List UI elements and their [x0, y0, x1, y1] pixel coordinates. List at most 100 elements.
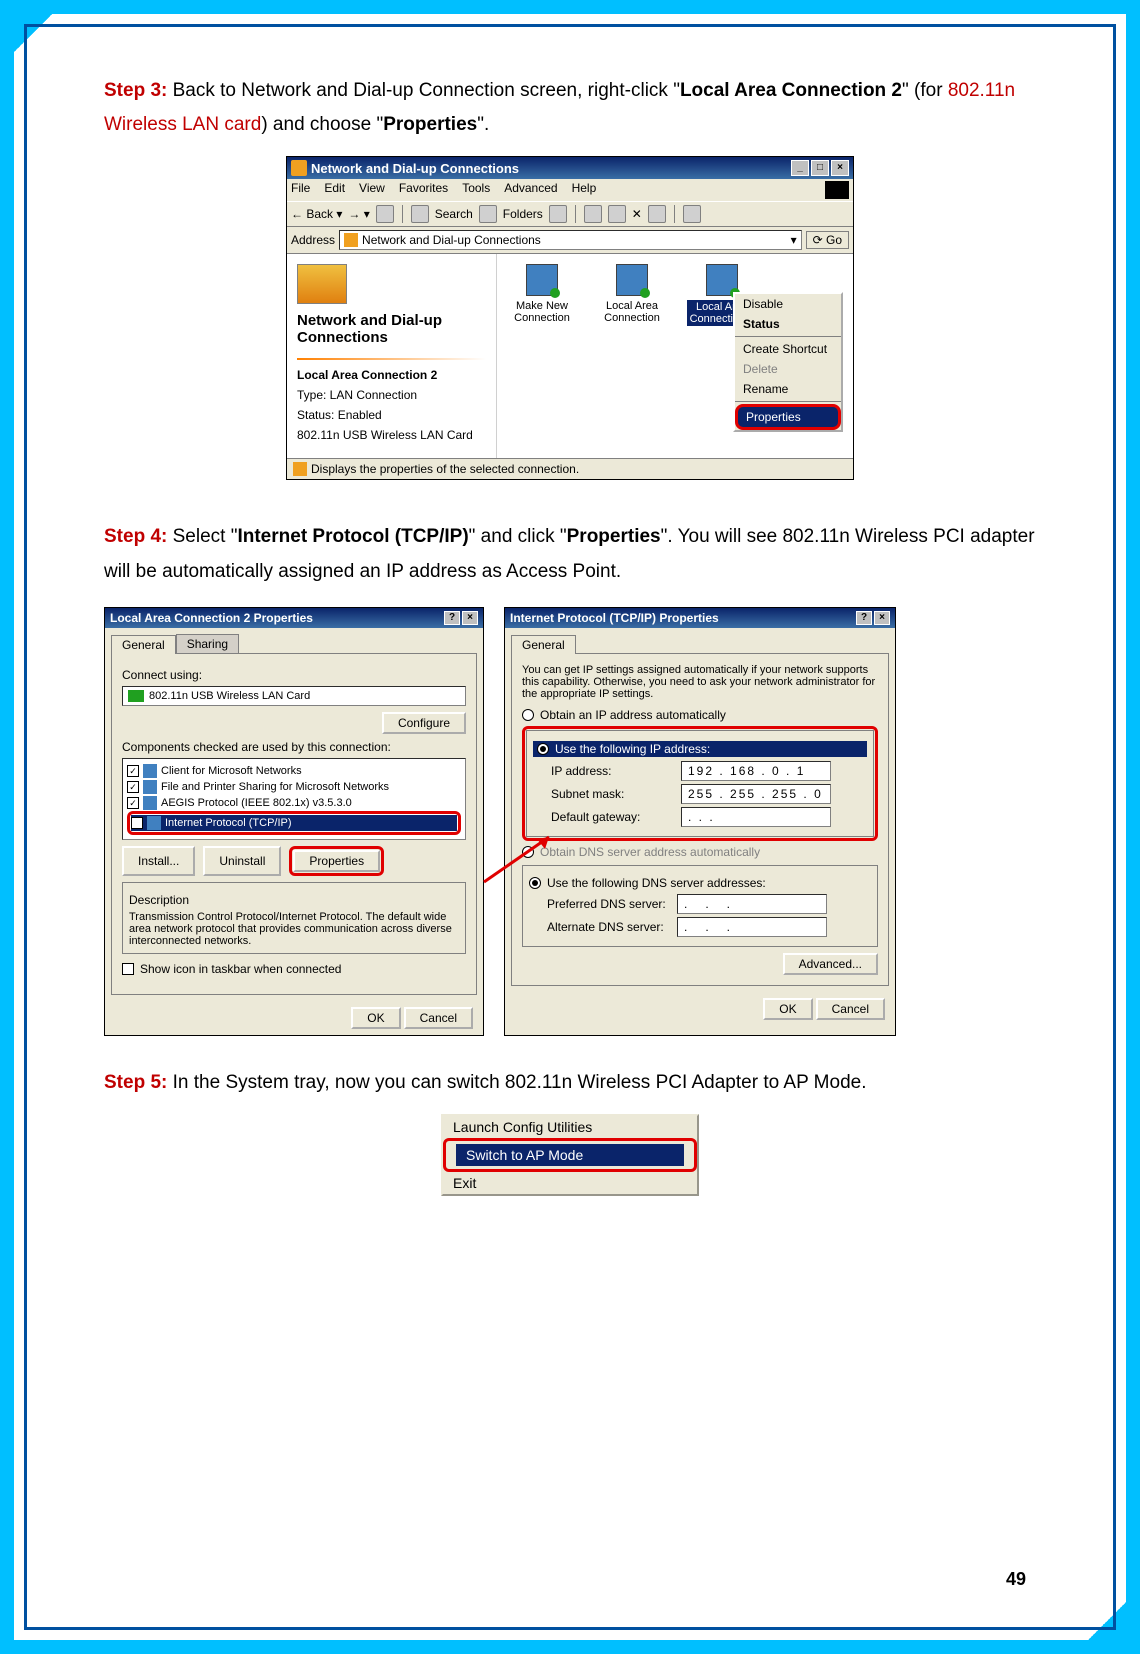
checkbox-icon[interactable]: ✓ [131, 817, 143, 829]
item-label: Client for Microsoft Networks [161, 765, 302, 777]
gateway-label: Default gateway: [551, 810, 681, 824]
conn-status: Status: Enabled [297, 408, 486, 422]
go-button[interactable]: ⟳ Go [806, 231, 849, 249]
back-button[interactable]: ← Back ▾ [291, 207, 342, 221]
conn-name: Local Area Connection 2 [297, 368, 486, 382]
menu-file[interactable]: File [291, 181, 310, 199]
intro-text: You can get IP settings assigned automat… [522, 664, 878, 700]
dlg1-title: Local Area Connection 2 Properties [110, 611, 313, 625]
tray-menu: Launch Config Utilities Switch to AP Mod… [441, 1114, 699, 1196]
client-icon [143, 764, 157, 778]
alt-dns-field[interactable]: . . . [677, 917, 827, 937]
undo-icon[interactable] [648, 205, 666, 223]
manual-ip-group: Use the following IP address: IP address… [526, 730, 874, 837]
step4-b: " and click " [469, 526, 567, 547]
radio-icon [522, 846, 534, 858]
help-button[interactable]: ? [444, 611, 460, 625]
window-icon [291, 160, 307, 176]
radio-auto-ip[interactable]: Obtain an IP address automatically [522, 708, 878, 722]
tray-switch[interactable]: Switch to AP Mode [456, 1144, 684, 1166]
radio-icon[interactable] [537, 743, 549, 755]
dropdown-icon[interactable]: ▾ [791, 233, 797, 247]
radio-icon[interactable] [529, 877, 541, 889]
step3-text: Step 3: Back to Network and Dial-up Conn… [104, 74, 1036, 142]
nic-select[interactable]: 802.11n USB Wireless LAN Card [122, 686, 466, 706]
checkbox-icon[interactable]: ✓ [127, 797, 139, 809]
component-properties-button[interactable]: Properties [293, 850, 380, 872]
radio-icon[interactable] [522, 709, 534, 721]
install-button[interactable]: Install... [122, 846, 195, 876]
ip-address-field[interactable]: 192 . 168 . 0 . 1 [681, 761, 831, 781]
lac2-properties-dialog: Local Area Connection 2 Properties ? × G… [104, 607, 484, 1036]
help-button[interactable]: ? [856, 611, 872, 625]
ok-button[interactable]: OK [351, 1007, 400, 1029]
tray-launch[interactable]: Launch Config Utilities [443, 1116, 697, 1138]
configure-button[interactable]: Configure [382, 712, 466, 734]
search-icon[interactable] [411, 205, 429, 223]
menubar: File Edit View Favorites Tools Advanced … [287, 179, 853, 201]
make-new-connection[interactable]: Make New Connection [507, 264, 577, 324]
search-label[interactable]: Search [435, 207, 473, 221]
show-icon-row[interactable]: Show icon in taskbar when connected [122, 962, 466, 976]
delete-icon[interactable]: ✕ [632, 207, 642, 221]
menu-favorites[interactable]: Favorites [399, 181, 448, 199]
move-icon[interactable] [584, 205, 602, 223]
subnet-field[interactable]: 255 . 255 . 255 . 0 [681, 784, 831, 804]
pref-dns-label: Preferred DNS server: [547, 897, 677, 911]
tab-general[interactable]: General [111, 635, 176, 654]
ctx-shortcut[interactable]: Create Shortcut [735, 339, 841, 359]
step3-bold-a: Local Area Connection 2 [680, 80, 902, 101]
ctx-rename[interactable]: Rename [735, 379, 841, 399]
address-field[interactable]: Network and Dial-up Connections ▾ [339, 230, 802, 250]
cancel-button[interactable]: Cancel [816, 998, 885, 1020]
close-button[interactable]: × [462, 611, 478, 625]
ctx-properties[interactable]: Properties [735, 404, 841, 430]
list-item-tcpip[interactable]: ✓Internet Protocol (TCP/IP) [131, 815, 457, 831]
folders-icon[interactable] [479, 205, 497, 223]
step3-d: ". [477, 114, 489, 135]
list-item[interactable]: ✓AEGIS Protocol (IEEE 802.1x) v3.5.3.0 [127, 795, 461, 811]
views-icon[interactable] [683, 205, 701, 223]
checkbox-icon[interactable]: ✓ [127, 765, 139, 777]
menu-help[interactable]: Help [572, 181, 597, 199]
forward-button[interactable]: → ▾ [348, 207, 369, 221]
ctx-sep [735, 336, 841, 337]
maximize-button[interactable]: □ [811, 160, 829, 176]
copy-icon[interactable] [608, 205, 626, 223]
local-area-connection[interactable]: Local Area Connection [597, 264, 667, 324]
radio-dns-auto-label: Obtain DNS server address automatically [540, 845, 760, 859]
advanced-button[interactable]: Advanced... [783, 953, 878, 975]
menu-view[interactable]: View [359, 181, 385, 199]
minimize-button[interactable]: _ [791, 160, 809, 176]
radio-auto-label: Obtain an IP address automatically [540, 708, 726, 722]
list-item[interactable]: ✓File and Printer Sharing for Microsoft … [127, 779, 461, 795]
checkbox-icon[interactable]: ✓ [127, 781, 139, 793]
dlg1-tabs: General Sharing [105, 628, 483, 653]
close-button[interactable]: × [831, 160, 849, 176]
tab-sharing[interactable]: Sharing [176, 634, 239, 653]
ctx-disable[interactable]: Disable [735, 294, 841, 314]
radio-manual-dns[interactable]: Use the following DNS server addresses: [529, 876, 871, 890]
menu-edit[interactable]: Edit [324, 181, 345, 199]
up-icon[interactable] [376, 205, 394, 223]
tab-general[interactable]: General [511, 635, 576, 654]
menu-advanced[interactable]: Advanced [504, 181, 557, 199]
radio-manual-ip[interactable]: Use the following IP address: [533, 741, 867, 757]
menu-tools[interactable]: Tools [462, 181, 490, 199]
history-icon[interactable] [549, 205, 567, 223]
manual-dns-group: Use the following DNS server addresses: … [522, 865, 878, 947]
gateway-field[interactable]: . . . [681, 807, 831, 827]
ok-button[interactable]: OK [763, 998, 812, 1020]
checkbox-icon[interactable] [122, 963, 134, 975]
pref-dns-field[interactable]: . . . [677, 894, 827, 914]
close-button[interactable]: × [874, 611, 890, 625]
status-text: Displays the properties of the selected … [311, 462, 579, 476]
ctx-status[interactable]: Status [735, 314, 841, 334]
step5-label: Step 5: [104, 1072, 167, 1093]
list-item[interactable]: ✓ Client for Microsoft Networks [127, 763, 461, 779]
dlg2-tabs: General [505, 628, 895, 653]
folders-label[interactable]: Folders [503, 207, 543, 221]
uninstall-button[interactable]: Uninstall [203, 846, 281, 876]
cancel-button[interactable]: Cancel [404, 1007, 473, 1029]
tray-exit[interactable]: Exit [443, 1172, 697, 1194]
